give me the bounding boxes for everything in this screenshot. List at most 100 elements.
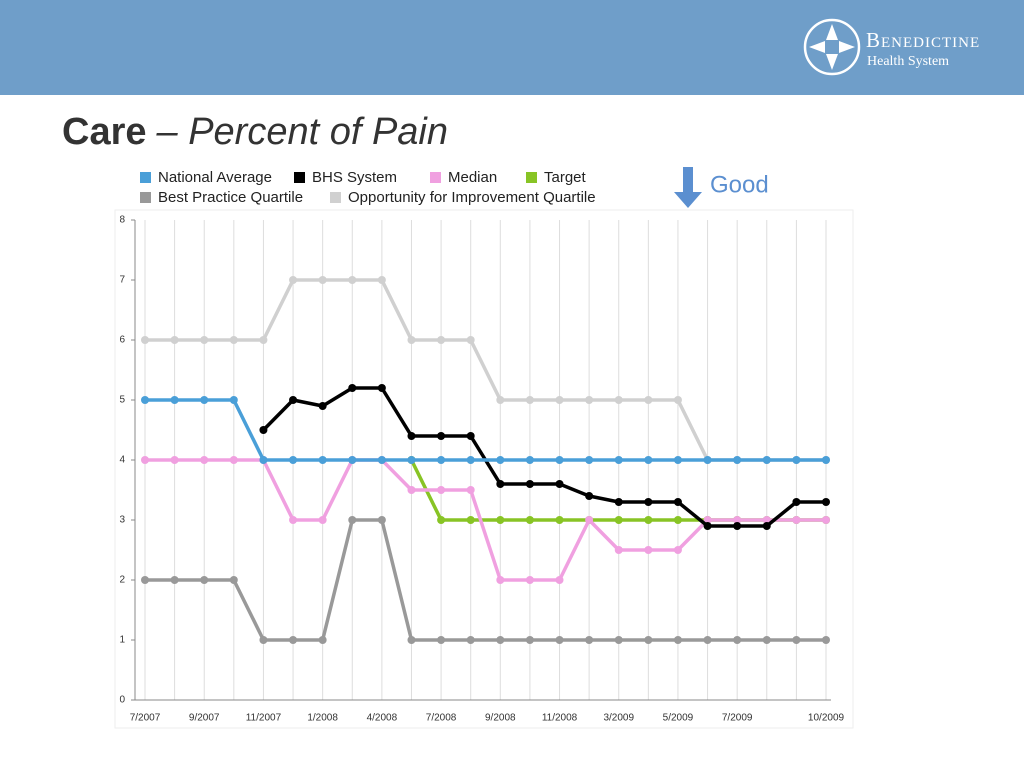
series-point: [407, 636, 416, 644]
series-point: [259, 336, 268, 344]
series-point: [644, 498, 653, 506]
y-tick-label: 3: [119, 515, 125, 526]
series-line: [145, 458, 826, 582]
x-tick-label: 11/2007: [246, 713, 282, 724]
series-point: [437, 432, 446, 440]
series-point: [259, 636, 268, 644]
series-point: [170, 396, 179, 404]
series: [141, 396, 830, 464]
x-tick-label: 10/2009: [808, 713, 845, 724]
series-point: [289, 636, 298, 644]
series-point: [614, 498, 623, 506]
legend-label: Opportunity for Improvement Quartile: [348, 189, 596, 206]
series-point: [496, 456, 505, 464]
x-tick-label: 9/2007: [189, 713, 220, 724]
series-point: [614, 516, 623, 524]
series-point: [407, 486, 416, 494]
series-point: [348, 516, 357, 524]
series-point: [703, 456, 712, 464]
series-point: [673, 636, 682, 644]
series-point: [377, 276, 386, 284]
series-point: [673, 516, 682, 524]
series-point: [229, 576, 238, 584]
series-point: [644, 546, 653, 554]
y-tick-label: 2: [119, 575, 125, 586]
series-point: [377, 456, 386, 464]
series-line: [262, 386, 826, 528]
series-point: [318, 516, 327, 524]
series-point: [259, 456, 268, 464]
series-point: [555, 396, 564, 404]
series-point: [792, 636, 801, 644]
y-tick-label: 5: [119, 395, 125, 406]
series-point: [496, 396, 505, 404]
series-point: [496, 516, 505, 524]
series-point: [822, 516, 830, 524]
x-tick-label: 3/2009: [603, 713, 634, 724]
series-point: [496, 636, 505, 644]
series-point: [437, 456, 446, 464]
series-point: [762, 456, 771, 464]
legend-label: Target: [544, 169, 587, 186]
series-point: [822, 636, 830, 644]
slide-title: Care – Percent of Pain: [62, 111, 448, 153]
series-point: [437, 486, 446, 494]
y-tick-label: 8: [119, 215, 125, 226]
series-point: [555, 576, 564, 584]
series-point: [141, 396, 149, 404]
series-point: [407, 456, 416, 464]
series-point: [644, 396, 653, 404]
series-point: [614, 546, 623, 554]
series-point: [200, 456, 209, 464]
series-point: [733, 456, 742, 464]
series-point: [348, 456, 357, 464]
legend-label: Median: [448, 169, 497, 186]
series-point: [466, 336, 475, 344]
series-point: [496, 576, 505, 584]
series-point: [822, 456, 830, 464]
series-point: [318, 402, 327, 410]
legend-swatch: [140, 172, 151, 183]
series-point: [466, 432, 475, 440]
series-point: [141, 336, 149, 344]
series-point: [496, 480, 505, 488]
legend-label: Best Practice Quartile: [158, 189, 303, 206]
series-point: [377, 516, 386, 524]
series-point: [407, 336, 416, 344]
series-point: [673, 498, 682, 506]
y-tick-label: 1: [119, 635, 125, 646]
series-point: [229, 456, 238, 464]
x-tick-label: 5/2009: [663, 713, 694, 724]
x-tick-label: 7/2007: [130, 713, 161, 724]
title-main: Care: [62, 111, 147, 153]
x-tick-label: 9/2008: [485, 713, 516, 724]
series-point: [792, 516, 801, 524]
series-point: [585, 456, 594, 464]
series-point: [703, 516, 712, 524]
series-point: [200, 576, 209, 584]
series-point: [792, 456, 801, 464]
series-point: [466, 456, 475, 464]
series: [259, 384, 830, 530]
y-tick-label: 7: [119, 275, 125, 286]
series-point: [437, 636, 446, 644]
series-point: [703, 522, 712, 530]
series-point: [673, 546, 682, 554]
series-point: [141, 456, 149, 464]
series-point: [466, 486, 475, 494]
series-point: [318, 456, 327, 464]
x-tick-label: 11/2008: [542, 713, 578, 724]
series-point: [318, 636, 327, 644]
series-point: [614, 456, 623, 464]
title-sub: – Percent of Pain: [156, 111, 449, 153]
series-point: [348, 276, 357, 284]
legend-swatch: [430, 172, 441, 183]
series-point: [289, 396, 298, 404]
series-point: [525, 480, 534, 488]
y-tick-label: 4: [119, 455, 125, 466]
series: [141, 516, 830, 644]
series-point: [644, 456, 653, 464]
series-point: [348, 384, 357, 392]
series-point: [200, 396, 209, 404]
